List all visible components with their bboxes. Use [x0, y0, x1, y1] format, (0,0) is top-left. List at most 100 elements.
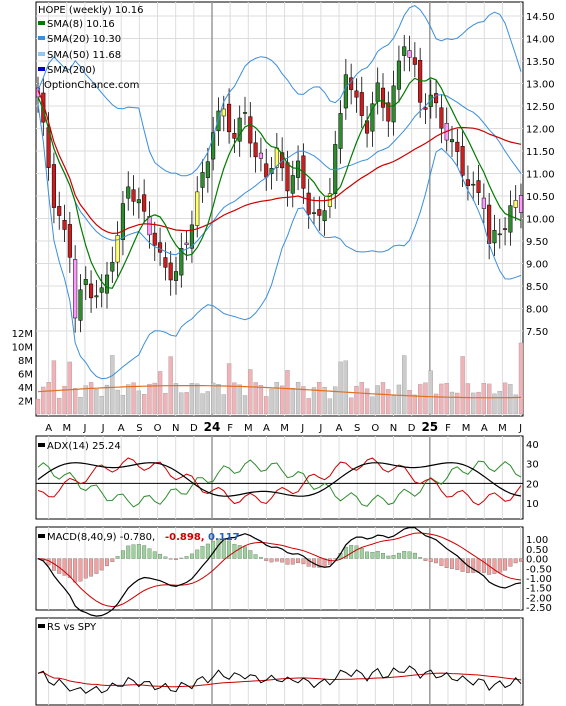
candle-body [110, 262, 115, 272]
macd-histogram-bar [497, 558, 502, 573]
candle-body [67, 224, 72, 258]
candle-body [402, 46, 407, 56]
candle-body [380, 87, 386, 108]
volume-bar [311, 387, 317, 415]
volume-bar [67, 361, 72, 415]
candle-body [179, 248, 184, 276]
month-label: M [498, 423, 507, 434]
volume-bar [73, 388, 78, 415]
candle-body [513, 200, 518, 208]
volume-bar [317, 382, 322, 415]
macd-histogram-bar [274, 558, 279, 562]
candle-body [57, 206, 62, 216]
adx-tick-label: 20 [526, 479, 539, 490]
month-label: F [445, 423, 451, 434]
month-label: S [136, 423, 142, 434]
legend-swatch-sma20 [38, 36, 45, 40]
month-label: A [45, 423, 52, 434]
volume-bar [375, 385, 380, 415]
rs-title: RS vs SPY [47, 622, 97, 633]
month-label: M [244, 423, 253, 434]
month-label: A [481, 423, 488, 434]
candle-body [471, 183, 476, 186]
macd-histogram-bar [285, 558, 290, 565]
price-tick-label: 10.50 [526, 192, 555, 203]
macd-histogram-bar [94, 558, 99, 574]
macd-histogram-bar [131, 544, 136, 559]
candle-body [184, 242, 189, 245]
volume-bar [354, 385, 359, 415]
month-label: N [390, 423, 397, 434]
macd-histogram-bar [78, 558, 83, 582]
rs-line [37, 665, 522, 694]
legend-label-sma50: SMA(50) 11.68 [47, 50, 121, 61]
macd-histogram-bar [89, 558, 94, 577]
volume-bar [195, 383, 200, 415]
macd-histogram-bar [67, 558, 72, 578]
macd-histogram-bar [264, 558, 269, 561]
adx-title: ADX(14) 25.24 [47, 441, 121, 452]
volume-bar [502, 382, 508, 415]
month-label: M [280, 423, 289, 434]
volume-bar [221, 394, 226, 415]
macd-signal-line [37, 532, 522, 608]
candle-body [227, 103, 232, 133]
macd-histogram-bar [396, 552, 401, 559]
macd-line [37, 526, 522, 617]
candle-body [232, 133, 237, 139]
macd-histogram-bar [195, 549, 200, 559]
candle-body [518, 195, 524, 213]
macd-histogram-bar [110, 558, 115, 562]
volume-bar [338, 361, 343, 415]
macd-histogram-bar [317, 558, 322, 568]
candle-body [173, 271, 179, 281]
volume-bar [157, 371, 163, 415]
macd-tick-label: 0.00 [526, 555, 548, 566]
volume-bar [142, 394, 147, 415]
candle-body [465, 179, 470, 186]
macd-histogram-bar [481, 558, 486, 573]
candle-body [51, 164, 56, 208]
volume-bar [115, 389, 120, 415]
candle-body [242, 112, 248, 114]
volume-bar [455, 392, 460, 415]
volume-bar [57, 397, 62, 415]
volume-bar [200, 393, 205, 415]
macd-histogram-bar [519, 558, 523, 562]
volume-tick-label: 4M [18, 383, 33, 394]
macd-histogram-bar [253, 554, 258, 559]
volume-bar [110, 355, 115, 415]
volume-bar [439, 383, 444, 415]
macd-histogram-bar [444, 558, 449, 568]
price-candles [35, 34, 524, 333]
month-label: N [172, 423, 179, 434]
month-label: S [354, 423, 360, 434]
volume-bar [412, 394, 417, 415]
candle-body [163, 257, 168, 268]
price-tick-label: 7.50 [526, 327, 548, 338]
volume-bar [428, 370, 433, 415]
macd-histogram-bar [99, 558, 104, 571]
macd-histogram-bar [296, 558, 301, 564]
macd-histogram-bar [386, 555, 391, 559]
bollinger-lower [37, 103, 522, 380]
candle-body [73, 259, 78, 319]
sma50-line [37, 90, 522, 235]
macd-histogram-bar [205, 543, 210, 559]
macd-histogram-bar [407, 551, 412, 559]
volume-bar [274, 382, 279, 415]
macd-histogram-bar [136, 544, 141, 559]
macd-signal-value: -0.898, [165, 532, 205, 543]
month-label: A [118, 423, 125, 434]
candle-body [205, 161, 210, 178]
macd-histogram-bar [301, 558, 306, 565]
adx-tick-label: 30 [526, 460, 539, 471]
volume-bar [173, 383, 179, 415]
macd-hist-value: 0.117 [208, 532, 240, 543]
volume-bar [518, 342, 524, 415]
volume-bar [481, 383, 486, 415]
candle-body [152, 232, 157, 246]
volume-bar [370, 396, 375, 415]
macd-histogram-bar [62, 558, 67, 576]
candle-body [264, 163, 269, 178]
